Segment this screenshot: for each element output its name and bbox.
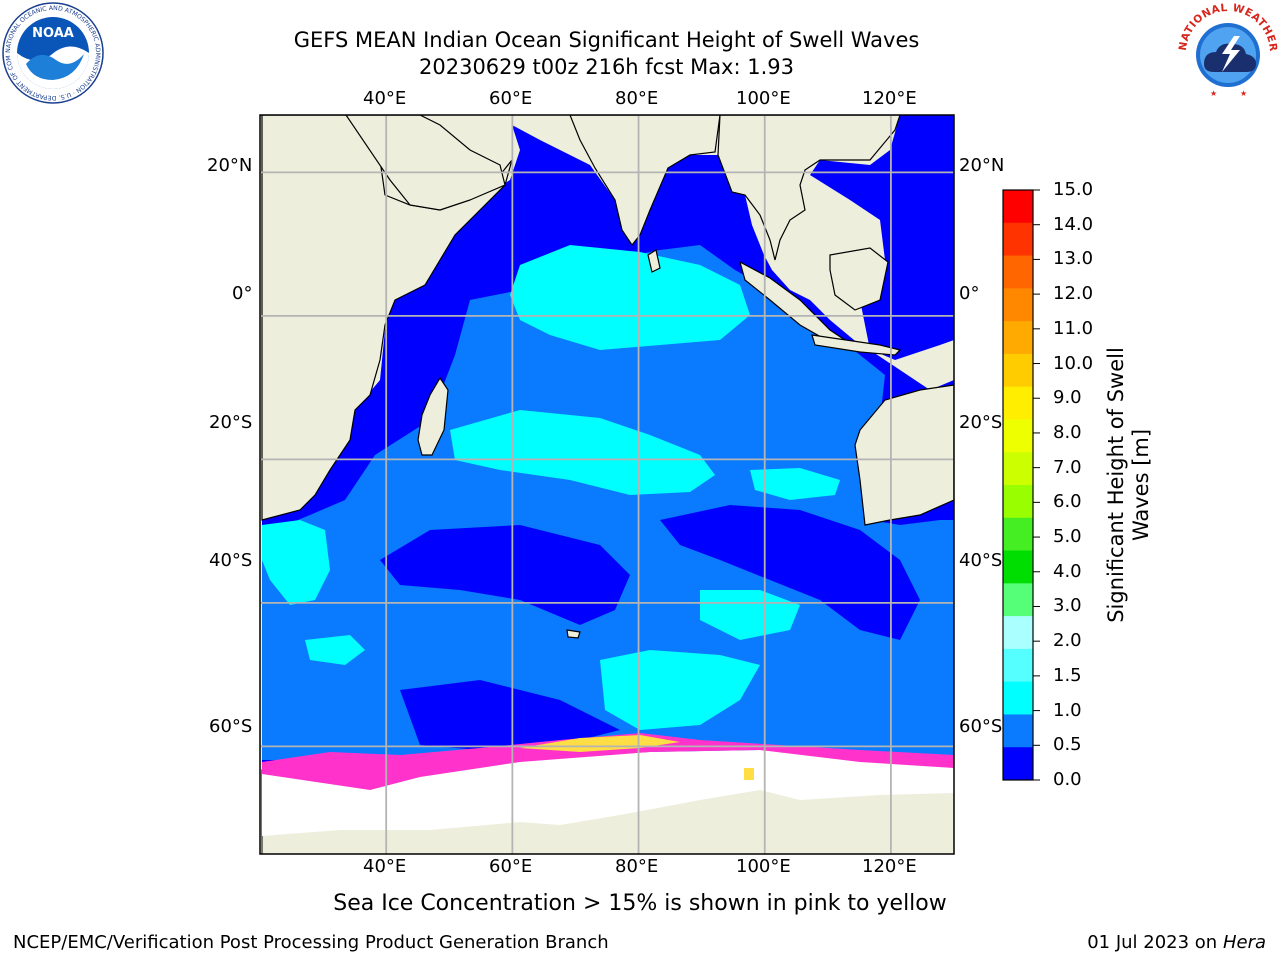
colorbar-label: 8.0 xyxy=(1053,421,1082,443)
colorbar-segment xyxy=(1003,485,1033,519)
colorbar-segment xyxy=(1003,681,1033,715)
map-gridlines xyxy=(260,115,954,854)
lon-tick-top: 120°E xyxy=(862,88,917,109)
lon-tick-top: 40°E xyxy=(363,88,407,109)
colorbar-label: 9.0 xyxy=(1053,387,1082,409)
colorbar-segment xyxy=(1003,714,1033,748)
lon-tick-bottom: 100°E xyxy=(736,856,791,877)
chart-subtitle: 20230629 t00z 216h fcst Max: 1.93 xyxy=(419,55,794,79)
lat-tick-left: 0° xyxy=(232,283,253,304)
colorbar-title-line1: Significant Height of Swell xyxy=(1104,347,1128,623)
deep-patch xyxy=(400,680,620,750)
chart-title: GEFS MEAN Indian Ocean Significant Heigh… xyxy=(293,28,920,52)
footer-date: 01 Jul 2023 on Hera xyxy=(1087,932,1266,953)
colorbar-label: 1.5 xyxy=(1053,664,1082,686)
svg-text:★: ★ xyxy=(1240,89,1247,98)
swell-high-patch xyxy=(305,635,365,665)
sea-ice-caption: Sea Ice Concentration > 15% is shown in … xyxy=(333,891,947,916)
colorbar-label: 0.0 xyxy=(1053,769,1082,790)
colorbar-label: 12.0 xyxy=(1053,283,1094,305)
colorbar-frame xyxy=(1002,189,1034,781)
swell-high-patch xyxy=(450,410,715,495)
map-frame xyxy=(259,114,955,855)
lat-tick-right: 40°S xyxy=(959,550,1003,571)
colorbar-segment xyxy=(1003,386,1033,420)
swell-high-patch xyxy=(262,520,330,605)
colorbar-label: 4.0 xyxy=(1053,560,1082,582)
land-india xyxy=(569,115,721,247)
footer-machine: Hera xyxy=(1222,932,1266,953)
colorbar-label: 1.0 xyxy=(1053,699,1082,721)
lon-tick-bottom: 120°E xyxy=(862,856,917,877)
lon-tick-bottom: 60°E xyxy=(489,856,533,877)
colorbar-segment xyxy=(1003,190,1033,224)
colorbar-label: 10.0 xyxy=(1053,352,1094,374)
swell-high-patch xyxy=(600,650,760,730)
colorbar-title-line2: Waves [m] xyxy=(1129,428,1153,542)
lon-tick-bottom: 40°E xyxy=(363,856,407,877)
lat-tick-right: 0° xyxy=(959,283,980,304)
lat-tick-right: 20°N xyxy=(959,155,1005,176)
sea-ice-yellow xyxy=(744,768,754,780)
colorbar-segment xyxy=(1003,255,1033,289)
colorbar-label: 5.0 xyxy=(1053,526,1082,548)
colorbar-label: 13.0 xyxy=(1053,248,1094,270)
colorbar-segment xyxy=(1003,616,1033,650)
land-se-asia xyxy=(717,115,901,261)
land-australia xyxy=(854,384,954,526)
sea-ice-white xyxy=(262,750,954,836)
lat-tick-right: 60°S xyxy=(959,716,1003,737)
colorbar-label: 3.0 xyxy=(1053,595,1082,617)
colorbar-label: 11.0 xyxy=(1053,317,1094,339)
colorbar-segment xyxy=(1003,550,1033,584)
colorbar-segment xyxy=(1003,583,1033,617)
lat-tick-left: 40°S xyxy=(209,550,253,571)
lon-tick-top: 100°E xyxy=(736,88,791,109)
colorbar-segment xyxy=(1003,517,1033,552)
colorbar-label: 7.0 xyxy=(1053,456,1082,478)
footer-date-text: 01 Jul 2023 on xyxy=(1087,932,1218,953)
deep-patch xyxy=(380,525,630,625)
lon-tick-bottom: 80°E xyxy=(615,856,659,877)
lon-tick-top: 60°E xyxy=(489,88,533,109)
colorbar-segment xyxy=(1003,288,1033,322)
footer-credit: NCEP/EMC/Verification Post Processing Pr… xyxy=(13,932,609,953)
land-sri-lanka xyxy=(647,249,661,273)
deep-patch xyxy=(660,505,920,640)
colorbar-label: 0.5 xyxy=(1053,734,1082,756)
colorbar-segment xyxy=(1003,353,1033,388)
lat-tick-left: 20°N xyxy=(207,155,253,176)
colorbar-segment xyxy=(1003,222,1033,257)
colorbar xyxy=(1003,190,1033,781)
noaa-logo: NATIONAL OCEANIC AND ATMOSPHERIC ADMINIS… xyxy=(2,2,104,104)
lon-tick-top: 80°E xyxy=(615,88,659,109)
noaa-logo-text: NOAA xyxy=(32,26,74,41)
map-layers xyxy=(260,115,954,854)
colorbar-ticks xyxy=(1033,189,1040,781)
land-borneo xyxy=(829,247,889,311)
colorbar-label: 2.0 xyxy=(1053,630,1082,652)
colorbar-segment xyxy=(1003,321,1033,355)
colorbar-segment xyxy=(1003,747,1033,781)
colorbar-segment xyxy=(1003,419,1033,453)
land-madagascar xyxy=(417,376,449,456)
colorbar-segment xyxy=(1003,648,1033,683)
colorbar-title: Significant Height of Swell Waves [m] xyxy=(1104,347,1154,623)
deep-patch xyxy=(385,330,430,395)
swell-high-patch xyxy=(750,468,840,500)
colorbar-label: 6.0 xyxy=(1053,491,1082,513)
colorbar-label: 15.0 xyxy=(1053,179,1094,200)
swell-high-patch xyxy=(510,245,750,350)
nws-logo: NATIONAL WEATHER SERVICE ★ ★ xyxy=(1176,2,1279,103)
sea-ice-yellow xyxy=(520,735,680,752)
lat-tick-right: 20°S xyxy=(959,412,1003,433)
lat-tick-left: 20°S xyxy=(209,412,253,433)
svg-text:★: ★ xyxy=(1210,89,1217,98)
colorbar-label: 14.0 xyxy=(1053,213,1094,235)
lat-tick-left: 60°S xyxy=(209,716,253,737)
colorbar-segment xyxy=(1003,452,1033,486)
land-kerguelen xyxy=(566,629,581,639)
land-java xyxy=(811,334,902,356)
